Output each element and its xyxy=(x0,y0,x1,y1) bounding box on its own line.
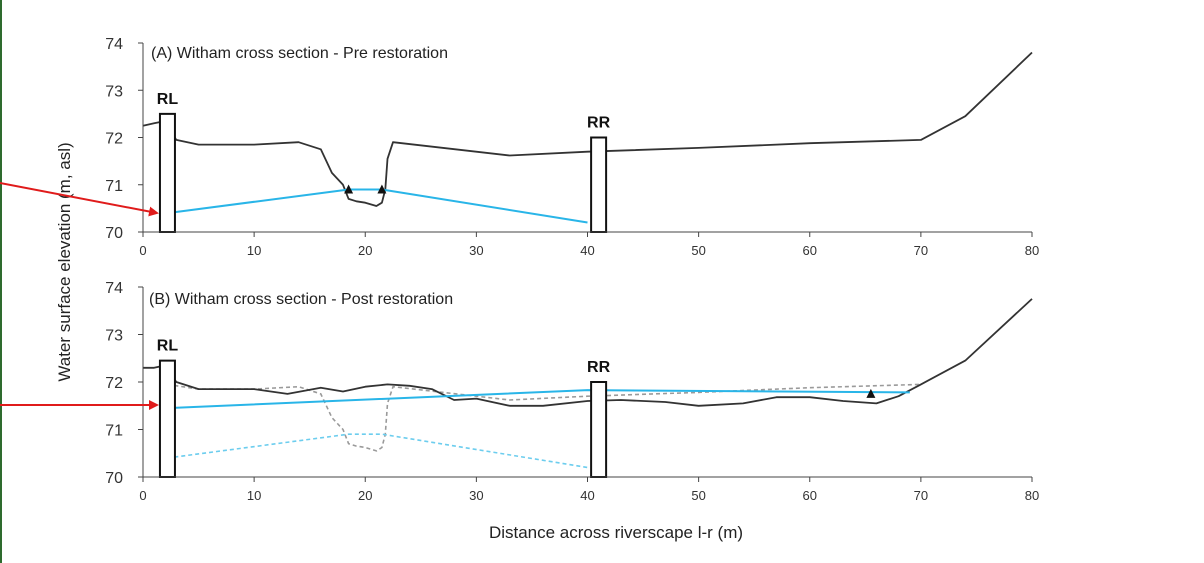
panel-b-x-tick-label: 50 xyxy=(691,488,705,503)
panel-a-x-tick-label: 50 xyxy=(691,243,705,258)
panel-b-post-restoration: RL RR 70 71 72 73 74 0 10 20 30 40 50 60 70 80 (B) Wit… xyxy=(105,280,1039,503)
panel-a-x-tick-label: 70 xyxy=(914,243,928,258)
panel-a-triangle-marker xyxy=(344,184,354,194)
panel-a-triangle-marker xyxy=(377,184,387,194)
panel-a-x-tick-label: 40 xyxy=(580,243,594,258)
panel-a-bank-rl-label: RL xyxy=(157,91,179,108)
panel-a-bank-rr-label: RR xyxy=(587,115,611,132)
panel-b-bank-rr-box xyxy=(590,381,608,478)
panel-a-y-tick-label: 70 xyxy=(105,225,123,242)
panel-b-x-tick-label: 70 xyxy=(914,488,928,503)
panel-a-x-tick-label: 20 xyxy=(358,243,372,258)
panel-b-x-tick-label: 0 xyxy=(139,488,146,503)
panel-b-pre-water-line xyxy=(167,433,588,469)
panel-a-x-tick-label: 10 xyxy=(247,243,261,258)
panel-a-title: (A) Witham cross section - Pre restorati… xyxy=(151,45,448,62)
panel-a-x-tick-label: 60 xyxy=(803,243,817,258)
panel-a-bank-rr-box xyxy=(590,136,608,233)
x-axis-title: Distance across riverscape l-r (m) xyxy=(489,523,743,542)
panel-a-ground-line xyxy=(142,51,1033,207)
panel-b-triangle-marker xyxy=(866,388,876,398)
panel-b-x-tick-label: 10 xyxy=(247,488,261,503)
panel-b-bank-rr-label: RR xyxy=(587,359,611,376)
panel-a-x-tick-label: 0 xyxy=(139,243,146,258)
panel-b-water-line xyxy=(167,389,910,410)
panel-b-x-tick-label: 20 xyxy=(358,488,372,503)
panel-b-x-tick-label: 60 xyxy=(803,488,817,503)
panel-b-ground-line xyxy=(143,298,1033,407)
panel-b-y-tick-label: 71 xyxy=(105,423,123,440)
panel-b-x-tick-label: 80 xyxy=(1025,488,1039,503)
y-axis-title: Water surface elevation (m, asl) xyxy=(55,142,74,381)
panel-b-pre-ground-line xyxy=(167,383,921,452)
panel-a-y-tick-label: 73 xyxy=(105,83,123,100)
panel-a-bank-rl-box xyxy=(158,112,176,233)
panel-b-bank-rl-box xyxy=(158,359,176,478)
left-edge-strip xyxy=(0,0,2,563)
panel-a-pre-restoration: RL RR 70 71 72 73 74 0 10 20 30 40 50 60 70 80 (A) Wit… xyxy=(105,36,1039,258)
panel-b-x-tick-label: 40 xyxy=(580,488,594,503)
panel-b-y-tick-label: 74 xyxy=(105,280,123,297)
panel-b-y-tick-label: 72 xyxy=(105,375,123,392)
panel-a-x-tick-label: 30 xyxy=(469,243,483,258)
panel-a-water-line xyxy=(167,188,588,224)
panel-a-y-tick-label: 71 xyxy=(105,178,123,195)
panel-b-y-tick-label: 73 xyxy=(105,328,123,345)
panel-b-y-tick-label: 70 xyxy=(105,470,123,487)
panel-a-y-tick-label: 74 xyxy=(105,36,123,53)
panel-a-y-tick-label: 72 xyxy=(105,131,123,148)
panel-a-x-tick-label: 80 xyxy=(1025,243,1039,258)
panel-b-x-tick-label: 30 xyxy=(469,488,483,503)
annotation-arrow-a xyxy=(0,182,159,217)
panel-b-title: (B) Witham cross section - Post restorat… xyxy=(149,291,453,308)
panel-b-bank-rl-label: RL xyxy=(157,338,179,355)
